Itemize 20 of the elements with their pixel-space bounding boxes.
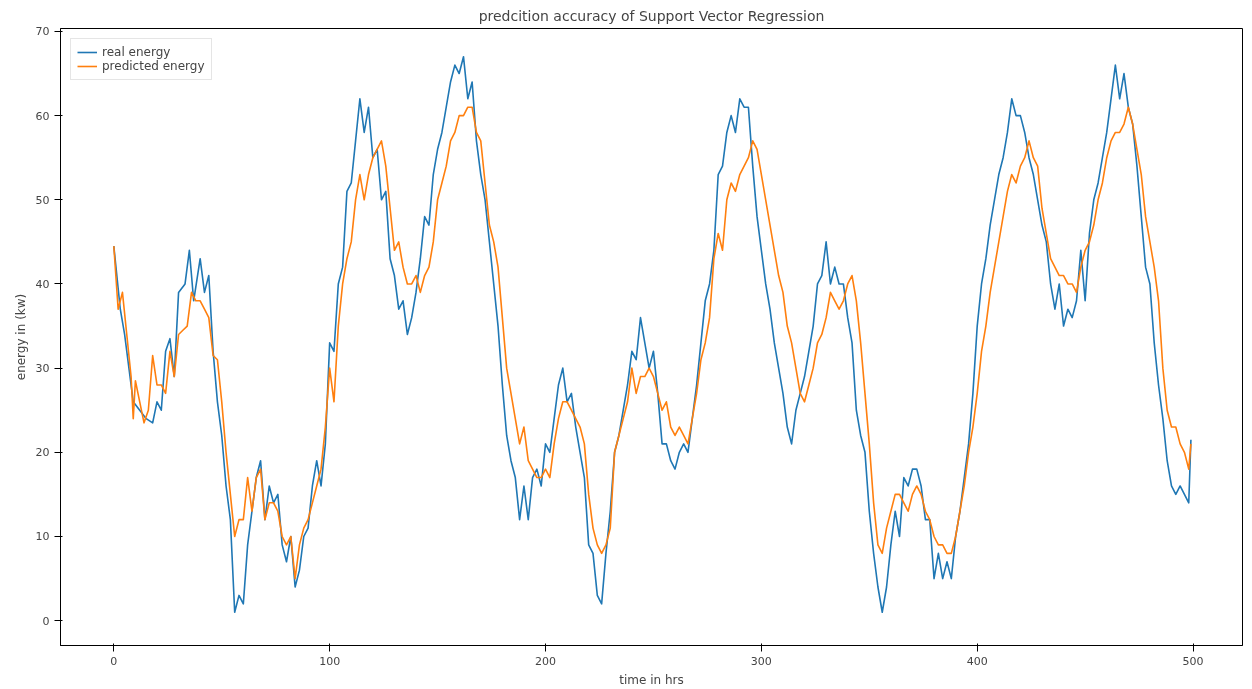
x-tick-label: 200 <box>535 654 557 668</box>
y-tick-label: 30 <box>35 362 50 376</box>
chart-title: predcition accuracy of Support Vector Regression <box>478 7 825 24</box>
y-tick-label: 60 <box>35 109 50 123</box>
line-series <box>113 106 1192 580</box>
x-tick-label: 0 <box>110 654 118 668</box>
legend-label: real energy <box>102 45 171 59</box>
legend-label: predicted energy <box>102 59 205 73</box>
x-tick-label: 100 <box>319 654 341 668</box>
x-tick-label: 500 <box>1182 654 1204 668</box>
y-tick-label: 10 <box>35 530 50 544</box>
x-axis-title: time in hrs <box>619 672 684 687</box>
y-tick-label: 20 <box>35 446 50 460</box>
y-tick-label: 0 <box>42 614 50 628</box>
y-tick-label: 50 <box>35 193 50 207</box>
y-axis-title: energy in (kw) <box>13 293 28 381</box>
y-tick-label: 70 <box>35 25 50 39</box>
x-tick-label: 400 <box>966 654 988 668</box>
x-tick-label: 300 <box>750 654 772 668</box>
y-tick-label: 40 <box>35 277 50 291</box>
